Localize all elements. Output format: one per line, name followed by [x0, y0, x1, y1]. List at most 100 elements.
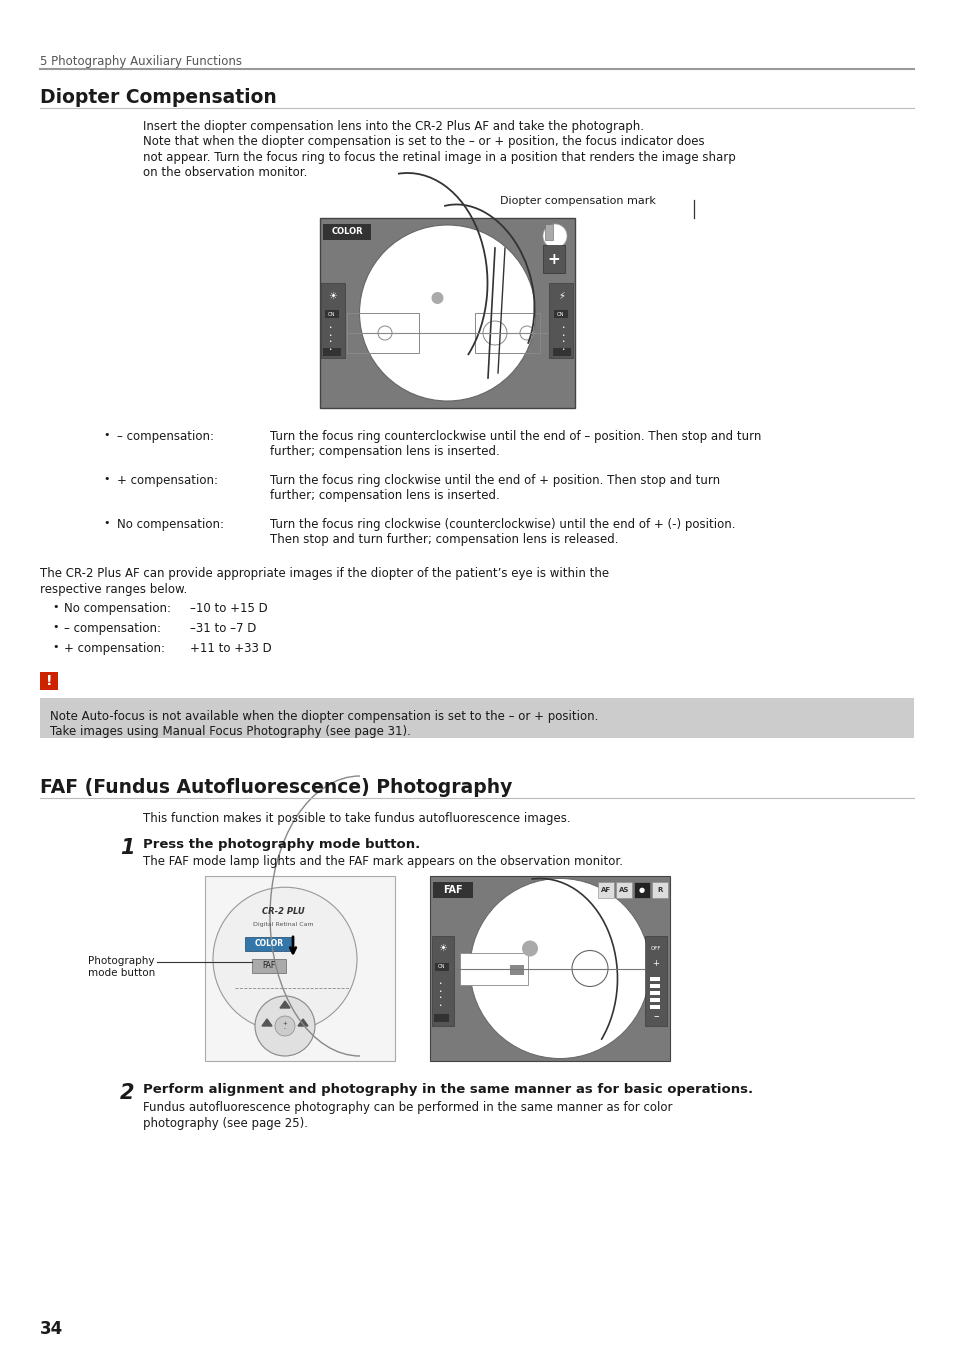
Bar	[205, 876, 395, 1061]
Bar	[459, 953, 527, 984]
Bar	[649, 991, 659, 995]
Text: Diopter compensation mark: Diopter compensation mark	[499, 196, 656, 207]
FancyArrow shape	[280, 1000, 290, 1008]
Circle shape	[542, 224, 566, 248]
Bar	[347, 313, 418, 352]
Text: Turn the focus ring clockwise until the end of + position. Then stop and turn: Turn the focus ring clockwise until the …	[270, 474, 720, 487]
Text: COLOR: COLOR	[254, 940, 283, 949]
Text: •: •	[328, 325, 332, 331]
Text: •: •	[560, 332, 564, 338]
Bar	[644, 936, 666, 1026]
Text: AS: AS	[618, 887, 629, 892]
Text: •: •	[437, 981, 441, 987]
Bar	[325, 310, 338, 319]
Text: respective ranges below.: respective ranges below.	[40, 582, 187, 595]
Bar	[649, 1004, 659, 1008]
Bar	[40, 672, 58, 690]
Text: Take images using Manual Focus Photography (see page 31).: Take images using Manual Focus Photograp…	[50, 725, 411, 738]
Text: COLOR: COLOR	[331, 228, 362, 236]
Text: 34: 34	[40, 1320, 63, 1338]
Bar	[433, 882, 473, 898]
Text: •: •	[103, 518, 110, 528]
Circle shape	[431, 292, 443, 304]
Bar	[435, 963, 449, 971]
Text: not appear. Turn the focus ring to focus the retinal image in a position that re: not appear. Turn the focus ring to focus…	[143, 151, 735, 163]
Text: ●: ●	[639, 887, 644, 892]
Text: No compensation:: No compensation:	[64, 602, 171, 616]
Text: FAF: FAF	[262, 961, 275, 971]
Circle shape	[521, 941, 537, 957]
Bar	[430, 876, 669, 1061]
Bar	[649, 998, 659, 1002]
Text: AF: AF	[600, 887, 611, 892]
Bar	[554, 310, 567, 319]
Text: mode button: mode button	[88, 968, 154, 977]
Text: Diopter Compensation: Diopter Compensation	[40, 88, 276, 107]
Bar	[434, 1014, 449, 1022]
Text: •: •	[328, 339, 332, 344]
Text: Turn the focus ring counterclockwise until the end of – position. Then stop and : Turn the focus ring counterclockwise unt…	[270, 431, 760, 443]
Text: ☀: ☀	[328, 292, 337, 301]
Text: further; compensation lens is inserted.: further; compensation lens is inserted.	[270, 446, 499, 459]
Text: ON: ON	[557, 312, 564, 316]
Bar	[553, 348, 571, 356]
FancyArrow shape	[297, 1019, 308, 1026]
Text: +
-: + -	[282, 1021, 287, 1031]
Text: on the observation monitor.: on the observation monitor.	[143, 166, 307, 180]
Text: ON: ON	[328, 312, 335, 316]
Text: •: •	[560, 347, 564, 351]
Text: –: –	[653, 1011, 659, 1021]
Circle shape	[359, 225, 535, 401]
Text: Turn the focus ring clockwise (counterclockwise) until the end of + (-) position: Turn the focus ring clockwise (countercl…	[270, 518, 735, 531]
Bar	[323, 348, 340, 356]
Text: Then stop and turn further; compensation lens is released.: Then stop and turn further; compensation…	[270, 533, 618, 547]
Text: Digital Retinal Cam: Digital Retinal Cam	[253, 922, 313, 927]
Bar	[634, 882, 649, 898]
Text: Note Auto-focus is not available when the diopter compensation is set to the – o: Note Auto-focus is not available when th…	[50, 710, 598, 724]
Text: •: •	[52, 643, 58, 652]
Text: – compensation:: – compensation:	[64, 622, 161, 634]
Text: •: •	[328, 347, 332, 351]
Text: This function makes it possible to take fundus autofluorescence images.: This function makes it possible to take …	[143, 811, 570, 825]
Text: R: R	[657, 887, 662, 892]
Bar	[651, 882, 667, 898]
Text: + compensation:: + compensation:	[117, 474, 218, 487]
Text: •: •	[560, 325, 564, 331]
Text: The FAF mode lamp lights and the FAF mark appears on the observation monitor.: The FAF mode lamp lights and the FAF mar…	[143, 855, 622, 868]
Bar	[245, 937, 293, 950]
Text: –10 to +15 D: –10 to +15 D	[190, 602, 268, 616]
Text: No compensation:: No compensation:	[117, 518, 224, 531]
Text: •: •	[103, 474, 110, 485]
Text: Note that when the diopter compensation is set to the – or + position, the focus: Note that when the diopter compensation …	[143, 135, 704, 148]
Circle shape	[470, 879, 649, 1058]
Bar	[40, 698, 913, 738]
Bar	[319, 217, 575, 408]
Bar	[320, 284, 345, 358]
Text: 1: 1	[120, 838, 134, 859]
Text: The CR-2 Plus AF can provide appropriate images if the diopter of the patient’s : The CR-2 Plus AF can provide appropriate…	[40, 567, 608, 580]
Circle shape	[274, 1017, 294, 1035]
Bar	[598, 882, 614, 898]
Text: –31 to –7 D: –31 to –7 D	[190, 622, 256, 634]
Text: FAF (Fundus Autofluorescence) Photography: FAF (Fundus Autofluorescence) Photograph…	[40, 778, 512, 796]
Text: photography (see page 25).: photography (see page 25).	[143, 1116, 308, 1130]
Text: !: !	[46, 674, 52, 688]
Text: +: +	[652, 960, 659, 968]
Bar	[544, 224, 553, 240]
Bar	[649, 984, 659, 988]
Text: •: •	[52, 622, 58, 632]
Text: •: •	[437, 995, 441, 1000]
Text: further; compensation lens is inserted.: further; compensation lens is inserted.	[270, 490, 499, 502]
Text: +: +	[547, 251, 559, 266]
Text: •: •	[437, 1003, 441, 1007]
Text: Insert the diopter compensation lens into the CR-2 Plus AF and take the photogra: Insert the diopter compensation lens int…	[143, 120, 643, 134]
Text: 5 Photography Auxiliary Functions: 5 Photography Auxiliary Functions	[40, 55, 242, 68]
Bar	[510, 964, 523, 975]
Bar	[432, 936, 454, 1026]
Text: •: •	[103, 431, 110, 440]
Bar	[542, 244, 564, 273]
Bar	[548, 284, 573, 358]
Text: Press the photography mode button.: Press the photography mode button.	[143, 838, 420, 850]
Bar	[649, 977, 659, 981]
FancyArrow shape	[262, 1019, 272, 1026]
